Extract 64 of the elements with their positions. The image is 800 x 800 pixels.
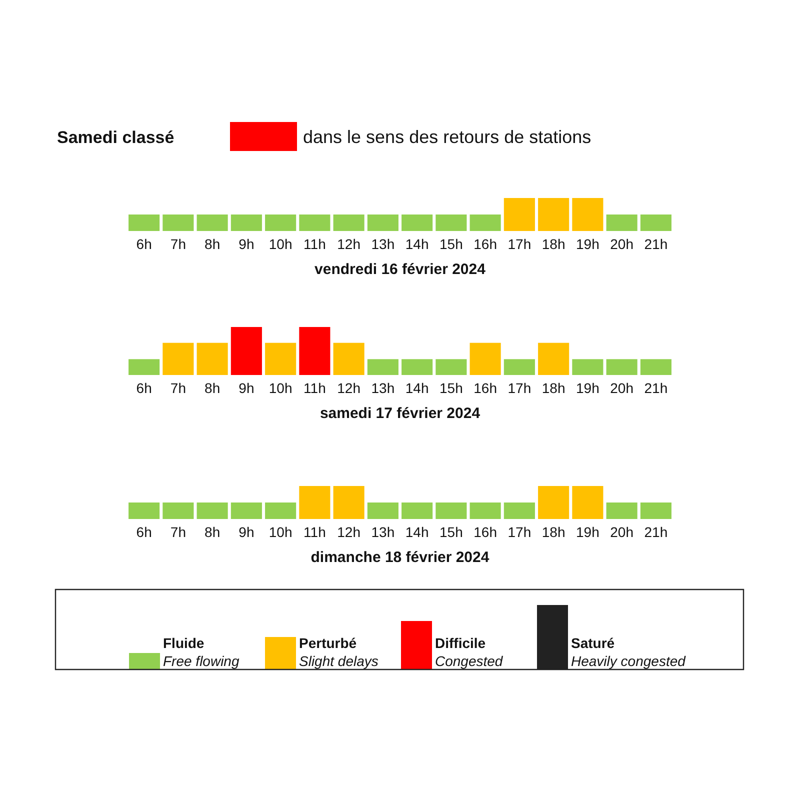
x-tick-label: 18h xyxy=(542,524,566,540)
x-tick-label: 15h xyxy=(440,236,463,252)
x-tick-label: 10h xyxy=(268,236,292,252)
x-tick-label: 11h xyxy=(304,380,326,396)
x-tick-label: 12h xyxy=(337,236,360,252)
x-tick-label: 18h xyxy=(542,236,566,252)
x-tick-label: 15h xyxy=(440,524,463,540)
x-tick-label: 9h xyxy=(238,236,254,252)
x-tick-label: 17h xyxy=(508,236,532,252)
x-tick-label: 16h xyxy=(474,236,497,252)
annotation: Slight delays xyxy=(299,653,378,669)
x-tick-label: 8h xyxy=(204,380,220,396)
x-tick-label: 17h xyxy=(508,380,532,396)
x-tick-label: 9h xyxy=(238,380,254,396)
x-tick-label: 6h xyxy=(136,380,152,396)
annotation: Free flowing xyxy=(163,653,240,669)
x-tick-label: 18h xyxy=(542,380,566,396)
x-tick-label: 7h xyxy=(170,380,186,396)
x-tick-label: 19h xyxy=(576,236,600,252)
annotation: Congested xyxy=(435,653,504,669)
x-tick-label: 21h xyxy=(644,236,668,252)
x-tick-label: Difficile xyxy=(435,635,486,651)
x-tick-label: 6h xyxy=(136,236,152,252)
annotation: Heavily congested xyxy=(571,653,687,669)
x-tick-label: 20h xyxy=(610,236,634,252)
x-tick-label: Perturbé xyxy=(299,635,357,651)
x-tick-label: 14h xyxy=(405,380,429,396)
x-tick-label: 15h xyxy=(440,380,463,396)
bar xyxy=(129,653,160,669)
x-tick-label: 10h xyxy=(268,380,292,396)
x-tick-label: 19h xyxy=(576,524,600,540)
x-tick-label: 9h xyxy=(238,524,254,540)
x-tick-label: Fluide xyxy=(163,635,204,651)
x-tick-label: Saturé xyxy=(571,635,615,651)
x-tick-label: 14h xyxy=(405,524,429,540)
x-tick-label: 13h xyxy=(371,380,395,396)
x-axis-title: samedi 17 février 2024 xyxy=(320,405,481,422)
x-tick-label: 10h xyxy=(268,524,292,540)
x-axis-title: dimanche 18 février 2024 xyxy=(310,549,490,566)
x-tick-label: 12h xyxy=(337,380,360,396)
x-tick-label: 19h xyxy=(576,380,600,396)
x-tick-label: 12h xyxy=(337,524,360,540)
x-tick-label: 20h xyxy=(610,380,634,396)
x-tick-label: 21h xyxy=(644,524,668,540)
bar xyxy=(400,621,432,669)
x-tick-label: 8h xyxy=(204,236,220,252)
x-tick-label: 13h xyxy=(371,236,395,252)
x-tick-label: 17h xyxy=(508,524,532,540)
x-axis-title: vendredi 16 février 2024 xyxy=(314,261,486,278)
chart-subtitle: dans le sens des retours de stations xyxy=(303,127,592,147)
x-tick-label: 16h xyxy=(474,524,497,540)
chart-title: Samedi classé xyxy=(57,128,174,147)
x-tick-label: 7h xyxy=(170,236,186,252)
x-tick-label: 8h xyxy=(204,524,220,540)
x-tick-label: 20h xyxy=(610,524,634,540)
x-tick-label: 14h xyxy=(405,236,429,252)
x-tick-label: 16h xyxy=(474,380,497,396)
x-tick-label: 11h xyxy=(304,236,326,252)
x-tick-label: 6h xyxy=(136,524,152,540)
x-tick-label: 11h xyxy=(304,524,326,540)
x-tick-label: 13h xyxy=(371,524,395,540)
x-tick-label: 21h xyxy=(644,380,668,396)
bar xyxy=(265,637,296,669)
x-tick-label: 7h xyxy=(170,524,186,540)
